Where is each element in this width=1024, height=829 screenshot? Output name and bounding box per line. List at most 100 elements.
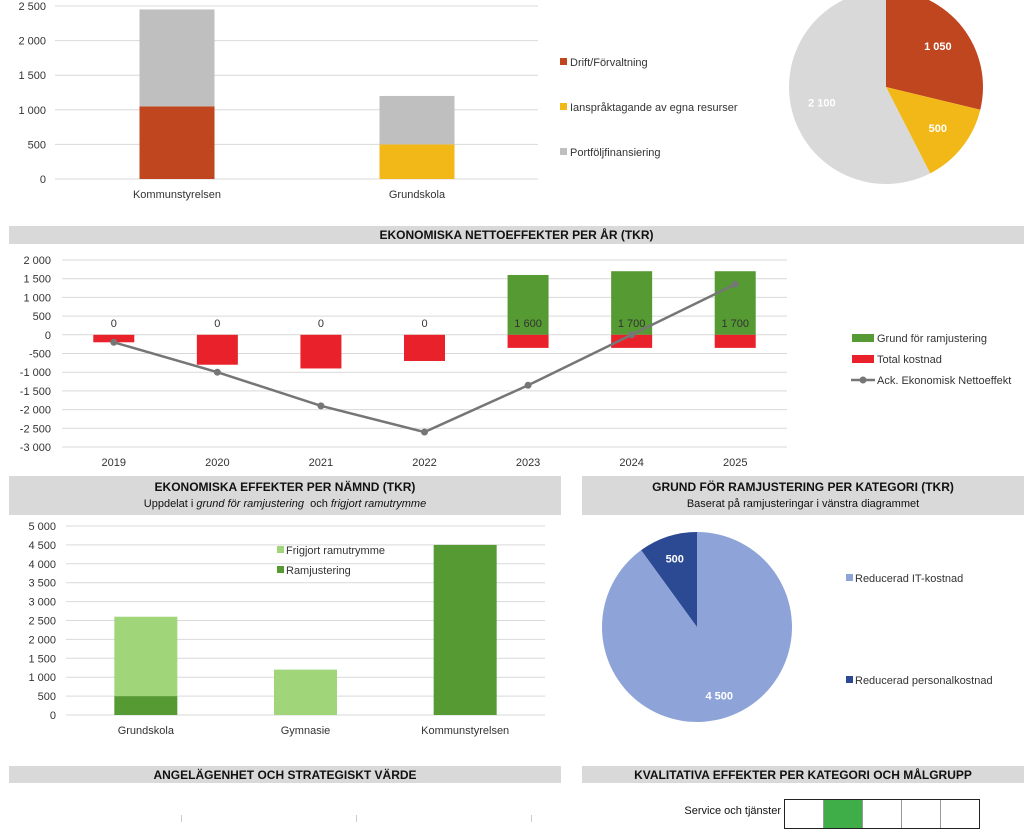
line-point [628, 331, 636, 339]
nettoeffekter-banner: EKONOMISKA NETTOEFFEKTER PER ÅR (TKR) [9, 226, 1024, 244]
y-tick-label: 2 500 [18, 1, 46, 13]
line-point [317, 402, 325, 410]
legend-label: Portföljfinansiering [570, 147, 661, 159]
y-tick-label: 500 [28, 139, 46, 151]
y-tick-label: 1 000 [18, 105, 46, 117]
legend-swatch [277, 566, 284, 573]
namnd-subtitle: Uppdelat i grund för ramjustering och fr… [143, 498, 427, 510]
bar [611, 334, 653, 348]
x-tick-label: 2022 [412, 457, 436, 469]
legend-label: Ack. Ekonomisk Nettoeffekt [877, 375, 1011, 387]
line-point [731, 280, 739, 288]
pie-slice [641, 532, 697, 627]
kvalitativa-banner: KVALITATIVA EFFEKTER PER KATEGORI OCH MÅ… [582, 766, 1024, 783]
y-tick-label: 0 [45, 330, 51, 342]
y-tick-label: 2 500 [28, 616, 56, 628]
pie-slice [886, 0, 983, 110]
x-tick-label: 2019 [102, 457, 126, 469]
y-tick-label: -2 500 [20, 423, 51, 435]
legend-label: Drift/Förvaltning [570, 57, 648, 69]
y-tick-label: 2 000 [18, 36, 46, 48]
legend-swatch [846, 676, 853, 683]
bar-data-label: 0 [214, 318, 220, 330]
y-tick-label: -3 000 [20, 442, 51, 454]
bar [379, 144, 455, 179]
y-tick-label: 3 000 [28, 597, 56, 609]
x-tick-label: 2024 [619, 457, 643, 469]
legend-label: Reducerad personalkostnad [855, 675, 993, 687]
kategori-subtitle: Baserat på ramjusteringar i vänstra diag… [686, 498, 920, 510]
bar-data-label: 1 600 [514, 318, 542, 330]
legend-marker [859, 376, 867, 384]
x-tick-label: 2020 [205, 457, 229, 469]
y-tick-label: 0 [50, 710, 56, 722]
x-tick-label: 2023 [516, 457, 540, 469]
legend-swatch [852, 334, 874, 342]
y-tick-label: 1 000 [28, 672, 56, 684]
y-tick-label: 4 500 [28, 540, 56, 552]
pie-data-label: 4 500 [705, 690, 733, 702]
y-tick-label: 4 000 [28, 559, 56, 571]
bar [114, 616, 178, 697]
legend-swatch [560, 103, 567, 110]
x-tick-label: Kommunstyrelsen [421, 725, 509, 737]
x-tick-label: Gymnasie [281, 725, 331, 737]
bar-data-label: 0 [111, 318, 117, 330]
grid-cell [902, 800, 941, 828]
legend-label: Ianspråktagande av egna resurser [570, 102, 738, 114]
legend-label: Reducerad IT-kostnad [855, 573, 963, 585]
bar [114, 696, 178, 715]
y-tick-label: 500 [38, 691, 56, 703]
y-tick-label: -500 [29, 349, 51, 361]
y-tick-label: 0 [40, 174, 46, 186]
grid-cell [785, 800, 824, 828]
legend-label: Ramjustering [286, 565, 351, 577]
legend-swatch [852, 355, 874, 363]
bar [196, 334, 238, 365]
bar [139, 9, 215, 107]
y-tick-label: 1 000 [23, 292, 51, 304]
legend-swatch [277, 546, 284, 553]
legend-swatch [560, 58, 567, 65]
bar-data-label: 0 [318, 318, 324, 330]
y-tick-label: -1 000 [20, 367, 51, 379]
x-tick-label: Kommunstyrelsen [133, 189, 221, 201]
bar [300, 334, 342, 369]
legend-swatch [560, 148, 567, 155]
kategori-title: GRUND FÖR RAMJUSTERING PER KATEGORI (TKR… [652, 480, 954, 494]
y-tick-label: 2 000 [23, 255, 51, 267]
bar [139, 106, 215, 179]
bar [714, 334, 756, 348]
x-tick-label: 2021 [309, 457, 333, 469]
legend-label: Grund för ramjustering [877, 333, 987, 345]
namnd-banner: EKONOMISKA EFFEKTER PER NÄMND (TKR) Uppd… [9, 476, 561, 515]
bar-data-label: 0 [421, 318, 427, 330]
x-tick-label: Grundskola [118, 725, 175, 737]
y-tick-label: -2 000 [20, 405, 51, 417]
y-tick-label: 5 000 [28, 521, 56, 533]
bar [404, 334, 445, 361]
kvalitativa-title: KVALITATIVA EFFEKTER PER KATEGORI OCH MÅ… [634, 768, 972, 782]
kvalitativa-row-label: Service och tjänster [684, 805, 781, 817]
line-point [110, 338, 118, 346]
pie-slice [789, 0, 931, 184]
y-tick-label: 1 500 [28, 653, 56, 665]
angelagenhet-divider [356, 815, 357, 822]
y-tick-label: 1 500 [18, 70, 46, 82]
bar [611, 271, 653, 335]
bar [93, 334, 135, 343]
x-tick-label: Grundskola [389, 189, 446, 201]
pie-slice [886, 87, 981, 174]
legend-label: Frigjort ramutrymme [286, 545, 385, 557]
namnd-title: EKONOMISKA EFFEKTER PER NÄMND (TKR) [154, 480, 416, 494]
bar [507, 274, 549, 335]
grid-cell [863, 800, 902, 828]
angelagenhet-divider [181, 815, 182, 822]
bar [379, 95, 455, 145]
y-tick-label: 3 500 [28, 578, 56, 590]
angelagenhet-title: ANGELÄGENHET OCH STRATEGISKT VÄRDE [153, 768, 417, 782]
angelagenhet-banner: ANGELÄGENHET OCH STRATEGISKT VÄRDE [9, 766, 561, 783]
legend-label: Total kostnad [877, 354, 942, 366]
pie-data-label: 500 [929, 123, 947, 135]
